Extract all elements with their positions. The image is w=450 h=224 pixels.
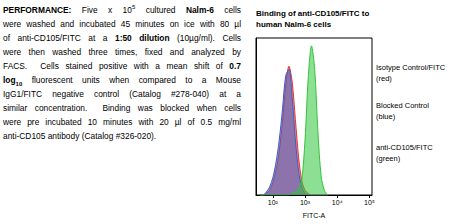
- svg-text:10²: 10²: [268, 199, 279, 206]
- svg-text:Binding of anti-CD105/FITC to: Binding of anti-CD105/FITC to: [256, 9, 372, 18]
- svg-text:human Nalm-6 cells: human Nalm-6 cells: [256, 20, 332, 29]
- svg-text:10⁵: 10⁵: [364, 199, 375, 206]
- html-text:IgG1/FITC negative control (Ca: IgG1/FITC negative control (Catalog #278…: [3, 89, 241, 99]
- html-text:FACS. Cells stained positive w: FACS. Cells stained positive with a mean…: [3, 61, 241, 71]
- svg-text:(green): (green): [376, 154, 401, 163]
- html-text:5cultured Nalm-6 cells: 5cultured Nalm-6 cells: [132, 4, 241, 15]
- html-text:anti-CD105 antibody (Catalog #: anti-CD105 antibody (Catalog #326-020).: [3, 131, 157, 141]
- svg-text:(red): (red): [376, 74, 392, 83]
- svg-text:anti-CD105/FITC: anti-CD105/FITC: [376, 143, 433, 152]
- html-text:PERFORMANCE: Five x 10: PERFORMANCE: Five x 10: [3, 5, 132, 15]
- html-text:were washed and incubated 45 m: were washed and incubated 45 minutes on …: [3, 19, 241, 29]
- svg-text:10⁴: 10⁴: [332, 199, 343, 206]
- html-text:were pre incubated 10 minutes: were pre incubated 10 minutes with 20 µl…: [3, 117, 241, 127]
- svg-text:(blue): (blue): [376, 112, 396, 121]
- html-text:of anti-CD105/FITC at a 1:50 d: of anti-CD105/FITC at a 1:50 dilution (1…: [3, 33, 241, 43]
- html-text:were then washed three times,: were then washed three times, fixed and …: [3, 47, 241, 57]
- svg-text:Isotype Control/FITC: Isotype Control/FITC: [376, 63, 446, 72]
- svg-text:FITC-A: FITC-A: [303, 212, 326, 219]
- html-text:log10fluorescent units when co: log10fluorescent units when compared to …: [3, 75, 241, 87]
- html-text:similar concentration. Binding: similar concentration. Binding was block…: [3, 103, 241, 113]
- svg-text:Blocked Control: Blocked Control: [376, 101, 429, 110]
- svg-text:10³: 10³: [300, 199, 311, 206]
